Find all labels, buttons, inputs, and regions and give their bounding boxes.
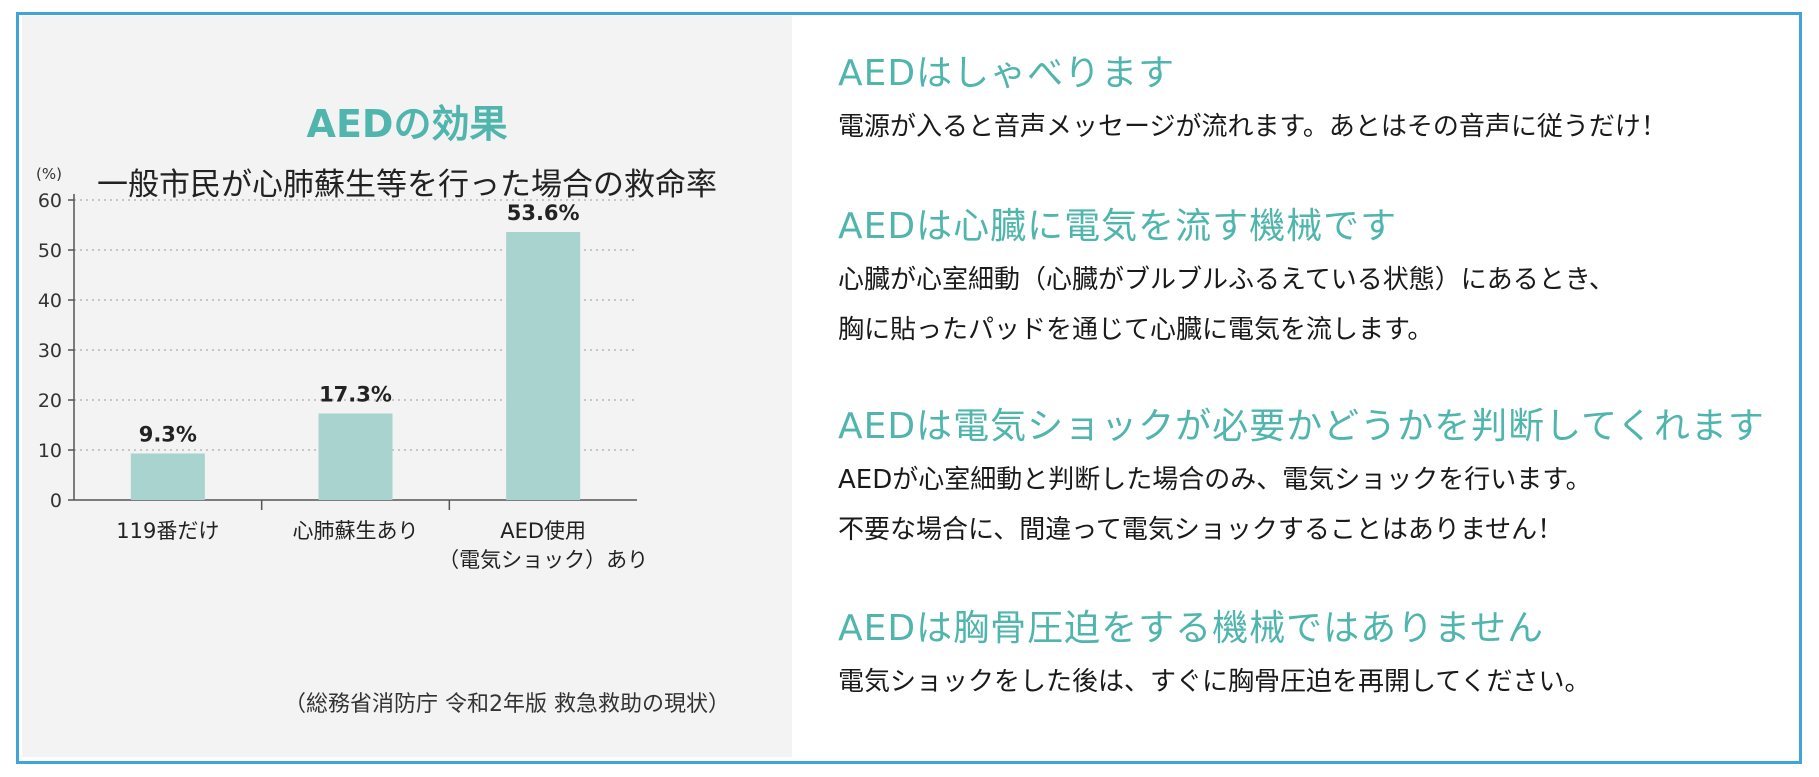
y-tick-label: 40 [38, 290, 62, 312]
y-tick-label: 60 [38, 190, 62, 212]
bar [318, 413, 393, 500]
y-tick-label: 50 [38, 240, 62, 262]
chart-source: （総務省消防庁 令和2年版 救急救助の現状） [284, 692, 730, 717]
section-heading: AEDはしゃべります [838, 53, 1176, 94]
section-judgement: AEDは電気ショックが必要かどうかを判断してくれます AEDが心室細動と判断した… [838, 397, 1765, 555]
section-body-line: 電気ショックをした後は、すぐに胸骨圧迫を再開してください。 [838, 667, 1591, 697]
bar-value-label: 53.6% [507, 201, 580, 225]
section-not-compression: AEDは胸骨圧迫をする機械ではありません 電気ショックをした後は、すぐに胸骨圧迫… [838, 599, 1590, 707]
bar-chart: (%) 0 10 20 30 40 50 60 9.3% 119番だけ 17.3% 心肺蘇生あり 53.… [36, 165, 648, 572]
bar [506, 232, 581, 500]
bar-value-label: 9.3% [139, 423, 197, 447]
chart-subtitle: 一般市民が心肺蘇生等を行った場合の救命率 [97, 167, 717, 203]
y-tick-label: 20 [38, 390, 62, 412]
section-body-line: 胸に貼ったパッドを通じて心臓に電気を流します。 [838, 315, 1434, 345]
section-heading: AEDは胸骨圧迫をする機械ではありません [838, 608, 1545, 649]
section-body-line: 不要な場合に、間違って電気ショックすることはありません！ [838, 515, 1564, 545]
x-category-label: 119番だけ [116, 519, 219, 543]
x-category-label: AED使用 [500, 519, 586, 543]
section-electricity: AEDは心臓に電気を流す機械です 心臓が心室細動（心臓がブルブルふるえている状態… [838, 197, 1615, 355]
y-tick-label: 0 [50, 490, 62, 512]
section-heading: AEDは心臓に電気を流す機械です [838, 206, 1398, 247]
section-heading: AEDは電気ショックが必要かどうかを判断してくれます [838, 406, 1765, 447]
bar [130, 453, 205, 500]
y-tick-label: 10 [38, 440, 62, 462]
section-body-line: 心臓が心室細動（心臓がブルブルふるえている状態）にあるとき、 [838, 265, 1615, 295]
section-speaks: AEDはしゃべります 電源が入ると音声メッセージが流れます。あとはその音声に従う… [838, 44, 1667, 152]
x-category-label: （電気ショック）あり [438, 548, 648, 572]
chart-title: AEDの効果 [306, 102, 508, 146]
chart-panel: AEDの効果 一般市民が心肺蘇生等を行った場合の救命率 (%) 0 10 20 30 40… [22, 16, 792, 757]
y-axis-label: (%) [36, 165, 62, 183]
x-category-label: 心肺蘇生あり [293, 519, 419, 543]
section-body-line: AEDが心室細動と判断した場合のみ、電気ショックを行います。 [838, 465, 1592, 495]
y-tick-label: 30 [38, 340, 62, 362]
section-body-line: 電源が入ると音声メッセージが流れます。あとはその音声に従うだけ！ [838, 112, 1667, 142]
bar-value-label: 17.3% [319, 383, 392, 407]
